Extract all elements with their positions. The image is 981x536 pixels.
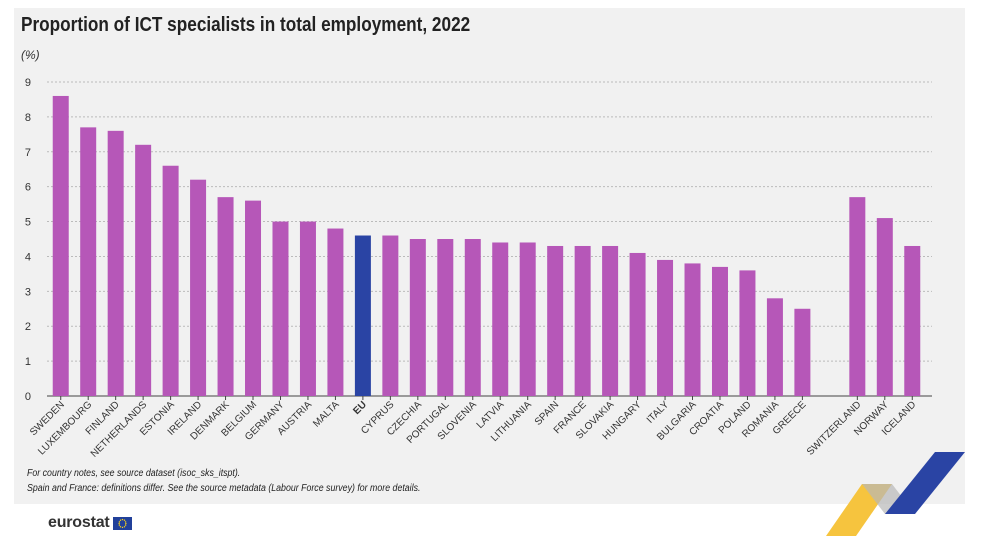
- bar: [409, 239, 426, 396]
- x-tick-label: MALTA: [311, 399, 342, 430]
- y-tick-label: 4: [25, 251, 31, 263]
- bar: [299, 221, 316, 396]
- bar: [354, 235, 371, 396]
- y-tick-label: 7: [25, 147, 31, 159]
- bar: [711, 266, 728, 396]
- bar: [217, 197, 234, 396]
- bar: [135, 144, 152, 396]
- bar: [849, 197, 866, 396]
- bar: [657, 259, 674, 396]
- footnotes: For country notes, see source dataset (i…: [27, 466, 420, 496]
- bar: [52, 95, 69, 396]
- bar: [904, 245, 921, 396]
- bar: [492, 242, 509, 396]
- y-tick-label: 1: [25, 356, 31, 368]
- y-tick-label: 8: [25, 112, 31, 124]
- unit-label: (%): [21, 48, 40, 62]
- y-tick-label: 0: [25, 391, 31, 403]
- y-tick-label: 6: [25, 182, 31, 194]
- bar: [107, 130, 124, 396]
- bar: [876, 218, 893, 396]
- bar: [766, 298, 783, 396]
- bar: [162, 165, 179, 396]
- bar: [437, 239, 454, 396]
- bar: [327, 228, 344, 396]
- bar: [574, 245, 591, 396]
- x-tick-label: EU: [351, 399, 369, 417]
- bar: [739, 270, 756, 396]
- bar: [794, 308, 811, 396]
- bar: [272, 221, 289, 396]
- logo-text: eurostat: [48, 514, 110, 531]
- bar: [382, 235, 399, 396]
- bar-chart: 0123456789SWEDENLUXEMBOURGFINLANDNETHERL…: [25, 77, 932, 460]
- bar: [464, 239, 481, 396]
- footnote-definitions: Spain and France: definitions differ. Se…: [27, 483, 421, 494]
- eurostat-logo: eurostat: [48, 514, 132, 532]
- bar: [245, 200, 262, 396]
- bar: [519, 242, 536, 396]
- y-tick-label: 9: [25, 77, 31, 89]
- y-tick-label: 2: [25, 321, 31, 333]
- eu-flag-icon: [112, 516, 132, 530]
- chart-title: Proportion of ICT specialists in total e…: [21, 14, 471, 36]
- bar: [547, 245, 564, 396]
- footnote-sources: For country notes, see source dataset (i…: [27, 468, 241, 479]
- y-tick-label: 3: [25, 286, 31, 298]
- bar: [602, 245, 619, 396]
- bar: [80, 127, 97, 396]
- bar: [629, 252, 646, 396]
- bar: [684, 263, 701, 396]
- y-tick-label: 5: [25, 217, 31, 229]
- bar: [190, 179, 207, 396]
